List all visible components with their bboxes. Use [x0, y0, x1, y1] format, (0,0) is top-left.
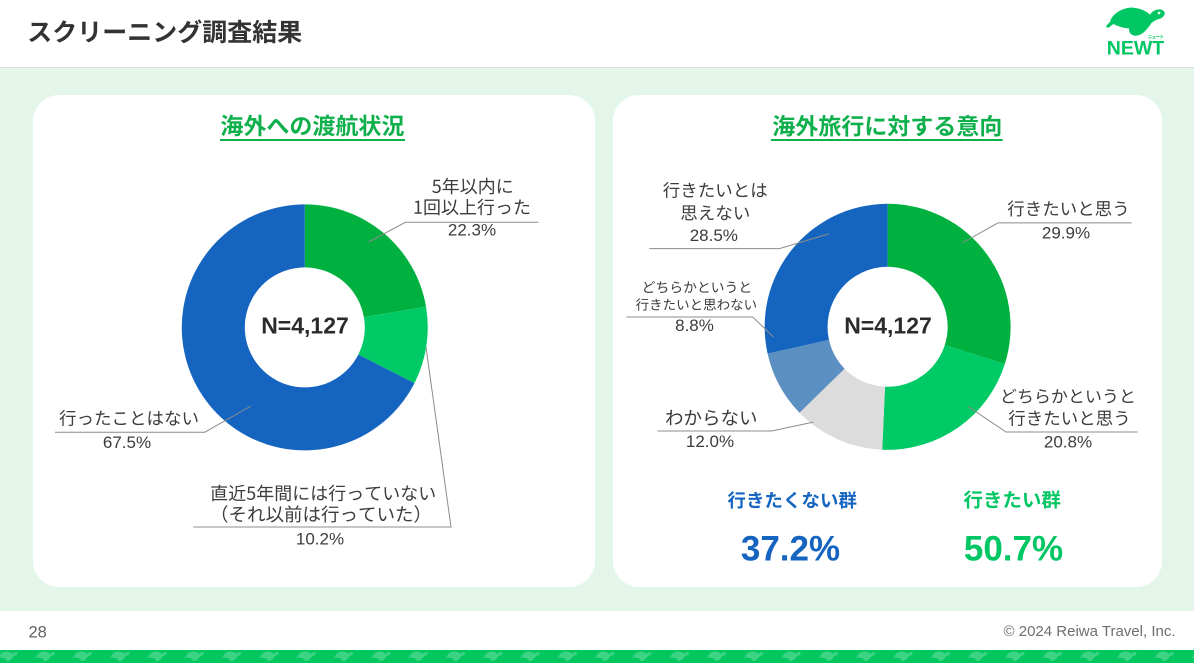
svg-text:© 2024 Reiwa Travel, Inc.: © 2024 Reiwa Travel, Inc. — [1004, 623, 1176, 640]
svg-text:20.8%: 20.8% — [1044, 432, 1092, 451]
svg-text:22.3%: 22.3% — [448, 220, 496, 239]
svg-text:N=4,127: N=4,127 — [261, 313, 349, 339]
svg-text:29.9%: 29.9% — [1042, 223, 1090, 242]
svg-text:28.5%: 28.5% — [690, 226, 738, 245]
svg-text:50.7%: 50.7% — [964, 529, 1063, 568]
svg-text:37.2%: 37.2% — [741, 529, 840, 568]
svg-text:8.8%: 8.8% — [675, 316, 714, 335]
svg-text:12.0%: 12.0% — [686, 432, 734, 451]
svg-text:NEWT: NEWT — [1107, 38, 1164, 60]
svg-text:67.5%: 67.5% — [103, 433, 151, 452]
svg-text:10.2%: 10.2% — [296, 529, 344, 548]
svg-text:28: 28 — [29, 624, 47, 642]
svg-text:N=4,127: N=4,127 — [844, 313, 932, 339]
